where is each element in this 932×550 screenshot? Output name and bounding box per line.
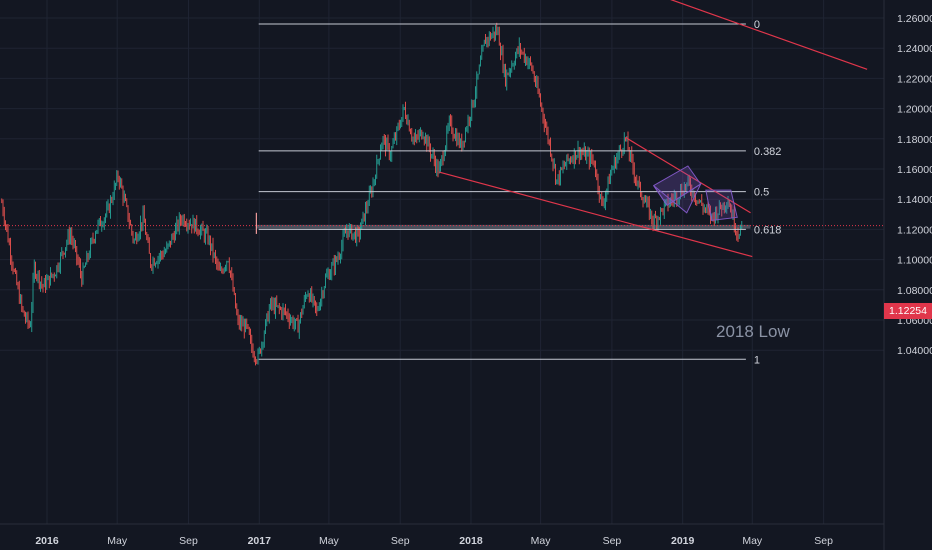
price-tick-label: 1.16000 (897, 164, 932, 176)
price-tick-label: 1.12000 (897, 224, 932, 236)
trend-line[interactable] (570, 0, 868, 70)
price-tick-label: 1.04000 (897, 345, 932, 357)
trend-lines[interactable] (438, 0, 868, 258)
flag-pattern[interactable] (652, 165, 738, 221)
price-tick-label: 1.24000 (897, 43, 932, 55)
time-tick-label: 2019 (671, 535, 695, 547)
price-tick-label: 1.10000 (897, 255, 932, 267)
time-tick-label: May (319, 535, 340, 547)
price-axis[interactable]: 1.26000 1.24000 1.22000 1.20000 1.18000 1.160… (897, 13, 932, 357)
time-tick-label: Sep (603, 535, 622, 547)
time-tick-label: Sep (179, 535, 198, 547)
support-band (255, 212, 751, 234)
fib-level-label: 1 (754, 354, 760, 366)
fib-level-label: 0.618 (754, 224, 782, 236)
time-tick-label: 2017 (248, 535, 272, 547)
current-price-tag: 1.12254 (884, 303, 932, 319)
price-tick-label: 1.18000 (897, 134, 932, 146)
pattern-box-right[interactable] (705, 189, 738, 221)
price-tick-label: 1.22000 (897, 73, 932, 85)
time-tick-label: May (742, 535, 763, 547)
candles (1, 22, 743, 366)
support-zone (256, 224, 751, 229)
fibonacci-levels[interactable]: 0 0.382 0.5 0.618 1 (258, 19, 782, 366)
trend-line[interactable] (624, 136, 751, 214)
price-tick-label: 1.26000 (897, 13, 932, 25)
time-tick-label: 2016 (35, 535, 59, 547)
time-tick-label: 2018 (459, 535, 483, 547)
trend-line[interactable] (438, 171, 753, 258)
time-axis[interactable]: 2016 May Sep 2017 May Sep 2018 May Sep 2019 May Sep (35, 535, 833, 547)
fib-level-label: 0.5 (754, 187, 769, 199)
time-tick-label: May (107, 535, 128, 547)
annotation-2018-low: 2018 Low (716, 322, 790, 341)
time-tick-label: May (531, 535, 552, 547)
pattern-box-lower[interactable] (653, 182, 702, 214)
price-tick-label: 1.14000 (897, 194, 932, 206)
time-tick-label: Sep (391, 535, 410, 547)
grid (0, 0, 884, 524)
fib-level-label: 0.382 (754, 146, 782, 158)
fib-level-label: 0 (754, 19, 760, 31)
price-tick-label: 1.08000 (897, 285, 932, 297)
price-tick-label: 1.20000 (897, 104, 932, 116)
time-tick-label: Sep (814, 535, 833, 547)
